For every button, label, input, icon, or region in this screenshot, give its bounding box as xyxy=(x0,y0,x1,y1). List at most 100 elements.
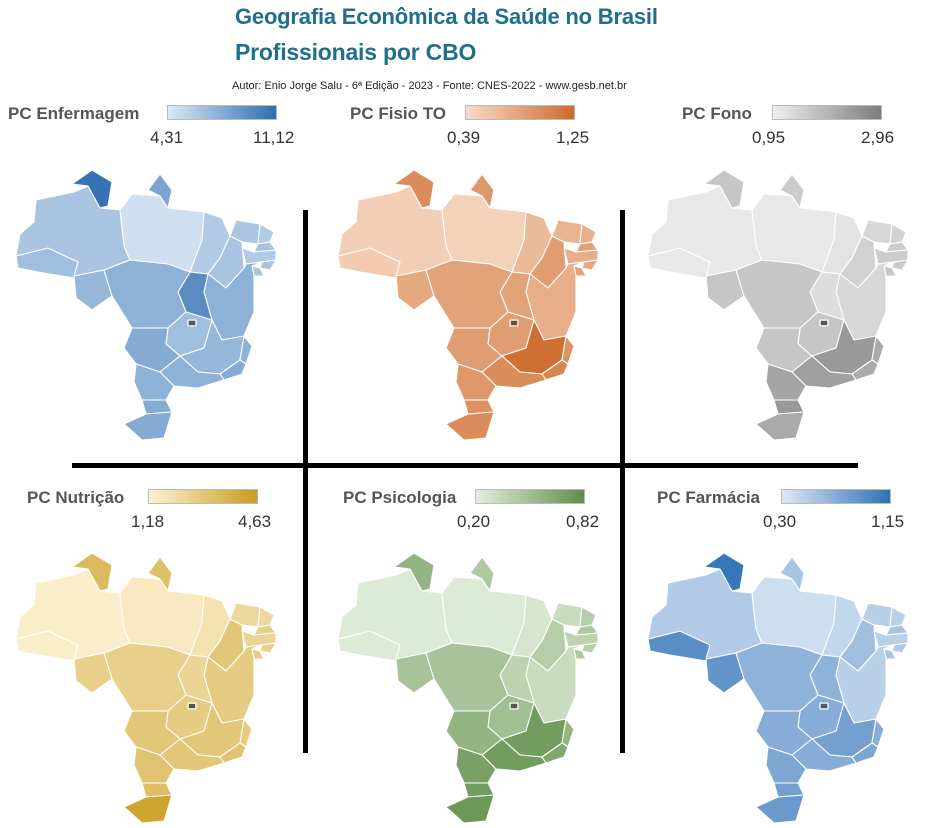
state-ap-psicologia xyxy=(469,556,495,592)
df-marker-fono xyxy=(821,321,827,325)
credits: Autor: Enio Jorge Salu - 6ª Edição - 202… xyxy=(232,80,627,92)
panel-title-enfermagem: PC Enfermagem xyxy=(8,104,140,123)
state-rn-farmacia xyxy=(889,606,907,628)
state-pe-nutricao xyxy=(241,630,277,648)
legend-bar-enfermagem xyxy=(167,105,277,120)
state-pe-enfermagem xyxy=(241,247,277,265)
state-ro-psicologia xyxy=(395,652,435,694)
state-ce-farmacia xyxy=(861,602,893,628)
legend-bar-fisio xyxy=(465,105,575,120)
legend-max-nutricao: 4,63 xyxy=(238,512,272,531)
state-rr-fono xyxy=(703,169,745,209)
map-enfermagem xyxy=(15,169,277,440)
legend-max-farmacia: 1,15 xyxy=(871,512,905,531)
state-ap-fono xyxy=(779,173,805,209)
legend-bar-fono xyxy=(772,105,882,120)
panel-title-nutricao: PC Nutrição xyxy=(27,488,125,507)
vertical-divider-right xyxy=(620,210,625,753)
state-ce-psicologia xyxy=(551,602,583,628)
state-ap-fisio xyxy=(469,173,495,209)
state-rn-fono xyxy=(889,223,907,245)
state-rr-enfermagem xyxy=(71,169,113,209)
state-al-farmacia xyxy=(891,642,909,654)
map-psicologia xyxy=(337,552,599,823)
state-rr-fisio xyxy=(393,169,435,209)
state-al-nutricao xyxy=(259,642,277,654)
state-pe-fisio xyxy=(563,247,599,265)
state-rs-enfermagem xyxy=(123,411,173,440)
state-ro-farmacia xyxy=(705,652,745,694)
state-ap-enfermagem xyxy=(147,173,173,209)
map-nutricao xyxy=(15,552,277,823)
state-pe-farmacia xyxy=(873,630,909,648)
state-mt-nutricao xyxy=(103,642,191,712)
state-rn-fisio xyxy=(579,223,597,245)
state-pe-psicologia xyxy=(563,630,599,648)
state-ce-fono xyxy=(861,219,893,245)
map-fono xyxy=(647,169,909,440)
state-sp-farmacia xyxy=(791,738,857,772)
state-ro-nutricao xyxy=(73,652,113,694)
legend-min-fono: 0,95 xyxy=(752,128,786,147)
state-mt-farmacia xyxy=(735,642,823,712)
state-ce-enfermagem xyxy=(229,219,261,245)
panel-title-farmacia: PC Farmácia xyxy=(657,488,760,507)
state-rs-nutricao xyxy=(123,794,173,823)
state-mt-enfermagem xyxy=(103,259,191,329)
title-line-1: Geografia Econômica da Saúde no Brasil xyxy=(235,4,658,29)
state-ce-fisio xyxy=(551,219,583,245)
state-sp-psicologia xyxy=(481,738,547,772)
legend-bar-psicologia xyxy=(475,489,585,504)
state-ap-nutricao xyxy=(147,556,173,592)
legend-min-fisio: 0,39 xyxy=(447,128,481,147)
state-sp-fono xyxy=(791,355,857,389)
state-ro-fisio xyxy=(395,269,435,311)
df-marker-psicologia xyxy=(511,704,517,708)
state-al-fono xyxy=(891,259,909,271)
df-marker-farmacia xyxy=(821,704,827,708)
legend-min-enfermagem: 4,31 xyxy=(150,128,184,147)
state-al-enfermagem xyxy=(259,259,277,271)
state-mt-fisio xyxy=(425,259,513,329)
map-fisio xyxy=(337,169,599,440)
state-rr-farmacia xyxy=(703,552,745,592)
horizontal-divider xyxy=(72,463,858,468)
state-rn-enfermagem xyxy=(257,223,275,245)
state-rr-nutricao xyxy=(71,552,113,592)
state-sp-nutricao xyxy=(159,738,225,772)
state-rs-farmacia xyxy=(755,794,805,823)
vertical-divider-left xyxy=(303,210,308,753)
state-al-psicologia xyxy=(581,642,599,654)
state-ce-nutricao xyxy=(229,602,261,628)
state-rn-psicologia xyxy=(579,606,597,628)
df-marker-fisio xyxy=(511,321,517,325)
panel-title-fisio: PC Fisio TO xyxy=(350,104,447,123)
state-sp-fisio xyxy=(481,355,547,389)
legend-min-psicologia: 0,20 xyxy=(457,512,491,531)
legend-max-fisio: 1,25 xyxy=(556,128,590,147)
state-rs-fono xyxy=(755,411,805,440)
legend-bar-nutricao xyxy=(148,489,258,504)
panel-title-fono: PC Fono xyxy=(682,104,752,123)
state-pe-fono xyxy=(873,247,909,265)
legend-max-psicologia: 0,82 xyxy=(566,512,600,531)
state-mt-psicologia xyxy=(425,642,513,712)
state-rn-nutricao xyxy=(257,606,275,628)
legend-max-fono: 2,96 xyxy=(861,128,895,147)
legend-min-farmacia: 0,30 xyxy=(763,512,797,531)
legend-bar-farmacia xyxy=(781,489,891,504)
df-marker-enfermagem xyxy=(189,321,195,325)
state-rr-psicologia xyxy=(393,552,435,592)
title-line-2: Profissionais por CBO xyxy=(235,39,477,65)
state-sp-enfermagem xyxy=(159,355,225,389)
legend-min-nutricao: 1,18 xyxy=(131,512,165,531)
state-al-fisio xyxy=(581,259,599,271)
panel-title-psicologia: PC Psicologia xyxy=(343,488,457,507)
state-ro-enfermagem xyxy=(73,269,113,311)
map-farmacia xyxy=(647,552,909,823)
df-marker-nutricao xyxy=(189,704,195,708)
state-rs-fisio xyxy=(445,411,495,440)
state-ap-farmacia xyxy=(779,556,805,592)
state-ro-fono xyxy=(705,269,745,311)
state-mt-fono xyxy=(735,259,823,329)
